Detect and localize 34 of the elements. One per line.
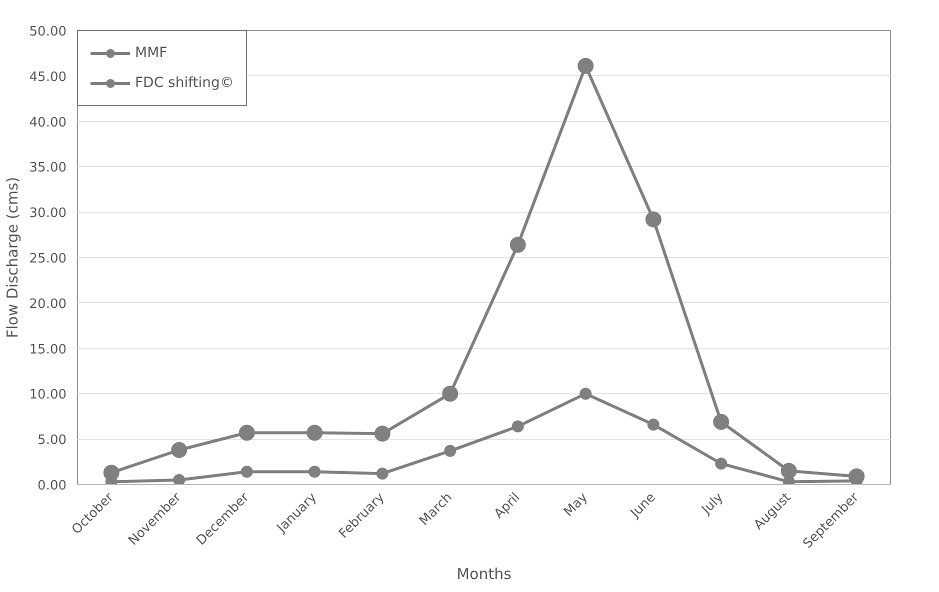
point <box>647 418 660 431</box>
y-axis-title: Flow Discharge (cms) <box>3 176 22 338</box>
legend-label: FDC shifting© <box>135 75 234 91</box>
point <box>645 211 662 228</box>
point <box>713 414 730 430</box>
point <box>306 424 323 441</box>
point <box>171 442 188 458</box>
y-tick-label: 20.00 <box>29 296 66 312</box>
x-axis-title: Months <box>456 564 512 583</box>
legend-label: MMF <box>135 45 168 61</box>
y-tick-label: 10.00 <box>29 388 66 403</box>
y-tick-label: 30.00 <box>29 206 66 222</box>
y-tick-label: 35.00 <box>29 160 66 176</box>
point <box>308 466 321 478</box>
point <box>444 444 456 457</box>
point <box>442 386 458 402</box>
y-tick-label: 50.00 <box>29 24 66 40</box>
point <box>374 426 390 442</box>
point <box>238 424 255 441</box>
point <box>240 466 253 478</box>
point <box>578 58 594 74</box>
y-tick-label: 5.00 <box>38 433 67 448</box>
point <box>580 388 592 400</box>
y-tick-label: 25.00 <box>29 252 66 266</box>
y-tick-label: 15.00 <box>29 342 66 358</box>
y-tick-label: 0.00 <box>38 478 67 494</box>
y-tick-label: 45.00 <box>29 70 66 85</box>
point <box>512 420 524 432</box>
y-tick-label: 40.00 <box>29 115 66 130</box>
point <box>376 468 388 480</box>
point <box>780 462 797 479</box>
point <box>173 474 186 484</box>
point <box>510 236 526 253</box>
point <box>715 458 728 470</box>
